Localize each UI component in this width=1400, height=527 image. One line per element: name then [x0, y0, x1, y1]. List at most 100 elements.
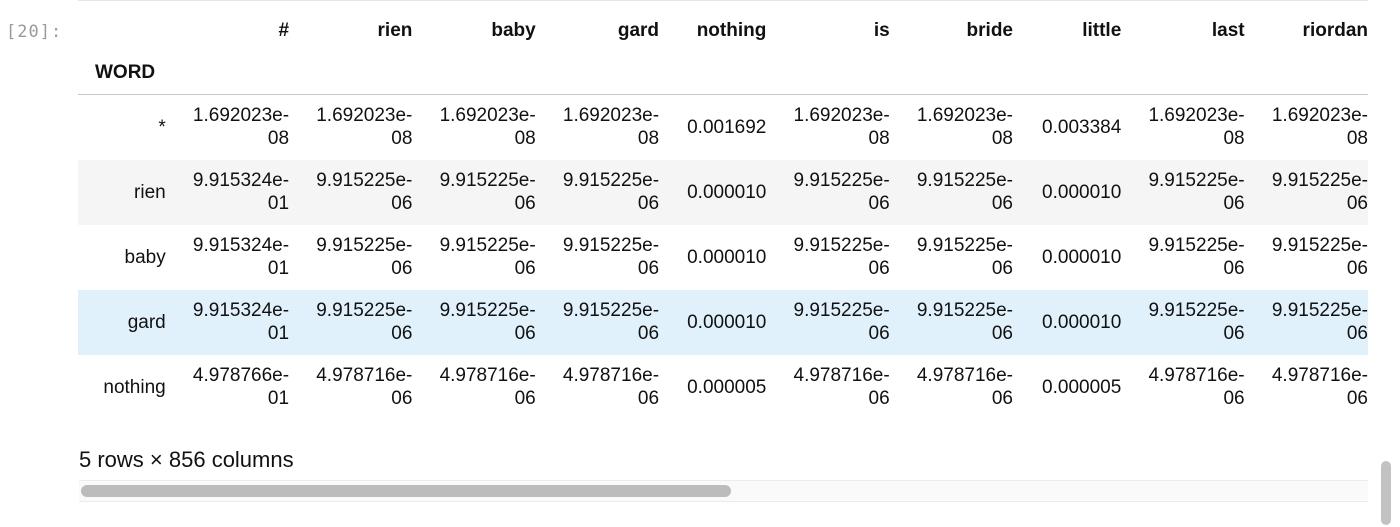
table-cell: 0.000010 [1013, 160, 1121, 225]
cell-value-line: 06 [514, 388, 536, 409]
cell-value: 9.915225e- 06 [440, 234, 536, 280]
cell-value-line: 0.000010 [1042, 181, 1122, 203]
cell-value-line: 0.000010 [687, 246, 767, 268]
table-row[interactable]: * 1.692023e- 08 1.692023e- 08 1.692023e- 08 1.6… [78, 95, 1368, 160]
cell-value-line: 9.915225e- [1148, 235, 1245, 256]
horizontal-scrollbar[interactable] [79, 480, 1368, 502]
cell-value-line: 9.915324e- [192, 235, 290, 256]
cell-value: 9.915225e- 06 [794, 234, 890, 280]
column-header-row: # rien baby gard nothing is bride little last rio… [78, 0, 1368, 62]
table-cell: 9.915225e- 06 [289, 290, 412, 355]
cell-value-line: 4.978716e- [562, 365, 660, 386]
cell-value: 9.915225e- 06 [917, 169, 1013, 215]
horizontal-scrollbar-thumb[interactable] [81, 485, 731, 497]
index-name-row-spacer [659, 62, 767, 95]
cell-value-line: 1.692023e- [439, 105, 536, 127]
cell-value: 9.915225e- 06 [563, 299, 659, 345]
cell-value-line: 9.915225e- [1271, 300, 1368, 321]
cell-value-line: 4.978716e- [1148, 365, 1245, 386]
table-cell: 0.000005 [659, 355, 766, 420]
cell-value-line: 0.000010 [687, 181, 767, 203]
table-cell: 0.000005 [1013, 355, 1121, 420]
cell-value: 1.692023e- 08 [1272, 104, 1368, 150]
table-cell: 4.978716e- 06 [536, 355, 659, 420]
cell-value-line: 1.692023e- [192, 105, 290, 127]
table-cell: 1.692023e- 08 [289, 95, 412, 160]
cell-value: 9.915225e- 06 [794, 169, 890, 215]
table-row[interactable]: nothing 4.978766e- 01 4.978716e- 06 4.978716e… [78, 355, 1368, 420]
table-cell: 0.003384 [1013, 95, 1121, 160]
cell-value: 0.000010 [687, 181, 766, 204]
table-cell: 4.978716e- 06 [289, 355, 412, 420]
cell-value-line: 06 [391, 388, 413, 409]
cell-value-line: 08 [1223, 128, 1245, 150]
cell-value: 9.915225e- 06 [563, 234, 659, 280]
cell-value-line: 0.001692 [687, 116, 767, 138]
cell-value-line: 06 [391, 258, 413, 279]
table-cell: 9.915225e- 06 [289, 160, 412, 225]
cell-value-line: 1.692023e- [562, 105, 660, 127]
dataframe-output[interactable]: # rien baby gard nothing is bride little last rio… [78, 0, 1368, 440]
cell-value-line: 9.915324e- [192, 300, 290, 321]
cell-value: 9.915225e- 06 [316, 169, 412, 215]
cell-value: 0.000010 [1042, 246, 1121, 269]
row-index-label: gard [127, 311, 166, 333]
cell-value-line: 4.978716e- [316, 365, 413, 386]
cell-value: 0.000010 [687, 246, 766, 269]
cell-value-line: 06 [868, 193, 890, 214]
row-index-label: rien [134, 181, 166, 203]
table-cell: 9.915225e- 06 [1121, 160, 1244, 225]
vertical-scrollbar-thumb[interactable] [1381, 461, 1391, 525]
index-name-row-spacer [412, 62, 536, 95]
cell-value-line: 06 [391, 193, 413, 214]
dataframe-table: # rien baby gard nothing is bride little last rio… [78, 0, 1368, 420]
table-cell: 9.915225e- 06 [412, 225, 536, 290]
table-cell: 4.978766e- 01 [166, 355, 289, 420]
cell-value-line: 01 [267, 258, 290, 279]
cell-value: 0.001692 [687, 116, 766, 139]
table-row[interactable]: gard 9.915324e- 01 9.915225e- 06 9.915225e- 06… [78, 289, 1368, 355]
cell-value-line: 1.692023e- [793, 105, 890, 127]
cell-value-line: 06 [1223, 258, 1245, 279]
table-row[interactable]: baby 9.915324e- 01 9.915225e- 06 9.915225e- 06… [78, 225, 1368, 290]
table-row[interactable]: rien 9.915324e- 01 9.915225e- 06 9.915225e- 06… [78, 159, 1368, 225]
cell-value: 0.000010 [687, 311, 766, 334]
cell-value-line: 9.915225e- [562, 235, 660, 256]
cell-value-line: 06 [637, 388, 660, 409]
cell-value-line: 9.915225e- [316, 300, 413, 321]
cell-value: 9.915225e- 06 [1272, 299, 1368, 345]
table-cell: 4.978716e- 06 [412, 355, 536, 420]
column-header: # [278, 20, 290, 41]
column-header: nothing [696, 20, 767, 41]
cell-value-line: 9.915225e- [316, 235, 413, 256]
cell-value-line: 06 [637, 323, 660, 344]
cell-value-line: 9.915225e- [1148, 300, 1245, 321]
next-cell-text-clipped [79, 518, 599, 527]
table-cell: 1.692023e- 08 [166, 95, 289, 160]
cell-value-line: 9.915225e- [916, 300, 1013, 321]
index-name-header: WORD [78, 62, 166, 95]
table-cell: 9.915225e- 06 [412, 290, 536, 355]
cell-value-line: 4.978716e- [1271, 365, 1368, 386]
table-cell: 9.915225e- 06 [890, 160, 1013, 225]
cell-value-line: 06 [637, 258, 660, 279]
cell-value-line: 06 [868, 258, 890, 279]
table-cell: 1.692023e- 08 [412, 95, 536, 160]
table-cell: 4.978716e- 06 [1245, 355, 1368, 420]
cell-value-line: 06 [991, 323, 1013, 344]
table-cell: 0.000010 [1013, 225, 1121, 290]
cell-value-line: 9.915324e- [192, 170, 290, 191]
cell-value: 0.003384 [1042, 116, 1121, 139]
cell-value: 4.978716e- 06 [794, 364, 890, 410]
cell-value-line: 08 [391, 128, 413, 150]
cell-value-line: 06 [991, 193, 1013, 214]
cell-value-line: 0.000005 [1042, 376, 1122, 398]
cell-value: 9.915324e- 01 [193, 234, 289, 280]
cell-value-line: 0.000010 [687, 311, 767, 333]
table-cell: 0.001692 [659, 95, 766, 160]
cell-value: 1.692023e- 08 [316, 104, 412, 150]
cell-value-line: 06 [868, 323, 890, 344]
table-cell: 9.915324e- 01 [166, 290, 289, 355]
row-index-label: nothing [103, 376, 166, 398]
column-header: is [873, 20, 890, 41]
